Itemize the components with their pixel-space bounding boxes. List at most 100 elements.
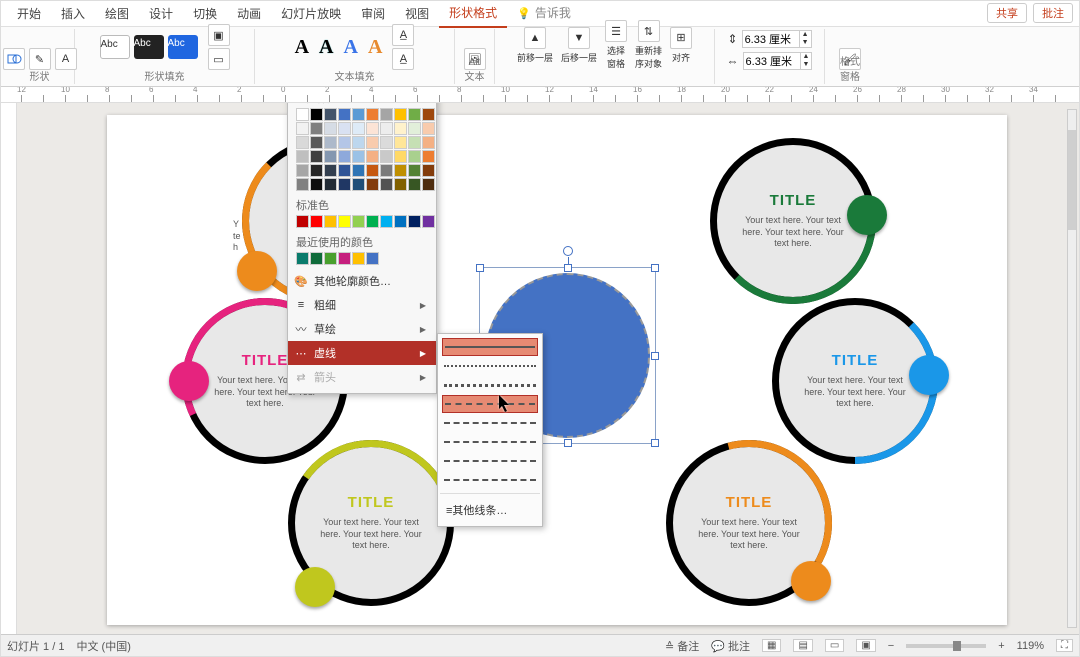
color-swatch[interactable]: [422, 178, 435, 191]
language-indicator[interactable]: 中文 (中国): [76, 638, 130, 654]
color-swatch[interactable]: [296, 215, 309, 228]
dash-option-3[interactable]: [442, 395, 538, 413]
handle-se[interactable]: [651, 439, 659, 447]
color-swatch[interactable]: [338, 150, 351, 163]
zoom-slider[interactable]: [906, 644, 986, 648]
color-swatch[interactable]: [338, 108, 351, 121]
handle-s[interactable]: [564, 439, 572, 447]
color-swatch[interactable]: [296, 136, 309, 149]
color-swatch[interactable]: [422, 136, 435, 149]
textbox-icon[interactable]: A: [55, 48, 77, 70]
canvas[interactable]: Y te h TITLEYour text here.: [17, 103, 1079, 634]
color-swatch[interactable]: [408, 108, 421, 121]
color-swatch[interactable]: [324, 178, 337, 191]
status-comments-button[interactable]: 💬 批注: [711, 638, 750, 654]
color-swatch[interactable]: [366, 108, 379, 121]
dash-menu[interactable]: ⋯虚线: [288, 341, 436, 365]
vertical-scrollbar[interactable]: [1067, 109, 1077, 628]
fit-window-icon[interactable]: ⛶: [1056, 639, 1073, 652]
color-swatch[interactable]: [310, 164, 323, 177]
comments-button[interactable]: 批注: [1033, 3, 1073, 23]
color-swatch[interactable]: [324, 215, 337, 228]
color-swatch[interactable]: [352, 136, 365, 149]
color-swatch[interactable]: [352, 252, 365, 265]
color-swatch[interactable]: [310, 150, 323, 163]
tab-draw[interactable]: 绘图: [95, 1, 139, 27]
color-swatch[interactable]: [366, 178, 379, 191]
color-swatch[interactable]: [366, 252, 379, 265]
color-swatch[interactable]: [296, 164, 309, 177]
color-swatch[interactable]: [394, 215, 407, 228]
tab-slideshow[interactable]: 幻灯片放映: [271, 1, 351, 27]
color-swatch[interactable]: [310, 178, 323, 191]
shape-outline-icon[interactable]: ▭: [208, 48, 230, 70]
color-swatch[interactable]: [408, 164, 421, 177]
color-swatch[interactable]: [296, 178, 309, 191]
color-swatch[interactable]: [324, 122, 337, 135]
view-sorter-icon[interactable]: ▤: [793, 639, 812, 652]
tab-view[interactable]: 视图: [395, 1, 439, 27]
color-swatch[interactable]: [352, 164, 365, 177]
color-swatch[interactable]: [408, 136, 421, 149]
handle-ne[interactable]: [651, 264, 659, 272]
color-swatch[interactable]: [324, 150, 337, 163]
ring-5[interactable]: TITLEYour text here. Your text here. You…: [673, 447, 825, 599]
color-swatch[interactable]: [352, 150, 365, 163]
tab-transition[interactable]: 切换: [183, 1, 227, 27]
color-swatch[interactable]: [394, 136, 407, 149]
selection-pane-icon[interactable]: ☰: [605, 20, 627, 42]
color-swatch[interactable]: [324, 108, 337, 121]
wordart-a3[interactable]: A: [344, 36, 358, 59]
color-swatch[interactable]: [324, 252, 337, 265]
zoom-in[interactable]: +: [998, 640, 1004, 652]
tab-design[interactable]: 设计: [139, 1, 183, 27]
dash-option-0[interactable]: [442, 338, 538, 356]
tab-home[interactable]: 开始: [7, 1, 51, 27]
color-swatch[interactable]: [324, 164, 337, 177]
color-swatch[interactable]: [422, 108, 435, 121]
bring-forward-icon[interactable]: ▲: [524, 27, 546, 49]
color-swatch[interactable]: [310, 122, 323, 135]
notes-button[interactable]: ≙ 备注: [665, 638, 699, 654]
dash-option-7[interactable]: [444, 471, 536, 489]
color-swatch[interactable]: [310, 136, 323, 149]
wordart-a2[interactable]: A: [319, 36, 333, 59]
color-swatch[interactable]: [394, 150, 407, 163]
align-icon[interactable]: ⊞: [670, 27, 692, 49]
color-swatch[interactable]: [366, 215, 379, 228]
style-swatch-3[interactable]: Abc: [168, 35, 198, 59]
dash-option-2[interactable]: [444, 376, 536, 394]
color-swatch[interactable]: [408, 178, 421, 191]
zoom-knob[interactable]: [953, 641, 961, 651]
color-swatch[interactable]: [352, 108, 365, 121]
color-swatch[interactable]: [422, 150, 435, 163]
width-spinner[interactable]: ▲▼: [743, 52, 813, 70]
color-swatch[interactable]: [380, 122, 393, 135]
color-swatch[interactable]: [310, 215, 323, 228]
more-lines[interactable]: 其他线条…: [438, 498, 542, 522]
ring-4[interactable]: TITLEYour text here. Your text here. You…: [779, 305, 931, 457]
ring-3[interactable]: TITLEYour text here. Your text here. You…: [717, 145, 869, 297]
color-swatch[interactable]: [394, 108, 407, 121]
color-swatch[interactable]: [408, 150, 421, 163]
text-outline-icon[interactable]: A̲: [392, 48, 414, 70]
wordart-a4[interactable]: A: [368, 36, 382, 59]
color-swatch[interactable]: [338, 178, 351, 191]
shape-gallery-icon[interactable]: [3, 48, 25, 70]
color-swatch[interactable]: [394, 178, 407, 191]
slide[interactable]: Y te h TITLEYour text here.: [107, 115, 1007, 625]
shape-fill-icon[interactable]: ▣: [208, 24, 230, 46]
rotate-handle[interactable]: [563, 246, 573, 256]
color-swatch[interactable]: [422, 122, 435, 135]
color-swatch[interactable]: [366, 164, 379, 177]
weight-menu[interactable]: ≡粗细: [288, 293, 436, 317]
height-input[interactable]: [743, 33, 799, 45]
color-swatch[interactable]: [296, 252, 309, 265]
color-swatch[interactable]: [366, 136, 379, 149]
scroll-thumb[interactable]: [1068, 130, 1076, 230]
color-swatch[interactable]: [380, 136, 393, 149]
color-swatch[interactable]: [296, 122, 309, 135]
color-swatch[interactable]: [394, 164, 407, 177]
width-input[interactable]: [744, 55, 800, 67]
sketch-menu[interactable]: 〰草绘: [288, 317, 436, 341]
